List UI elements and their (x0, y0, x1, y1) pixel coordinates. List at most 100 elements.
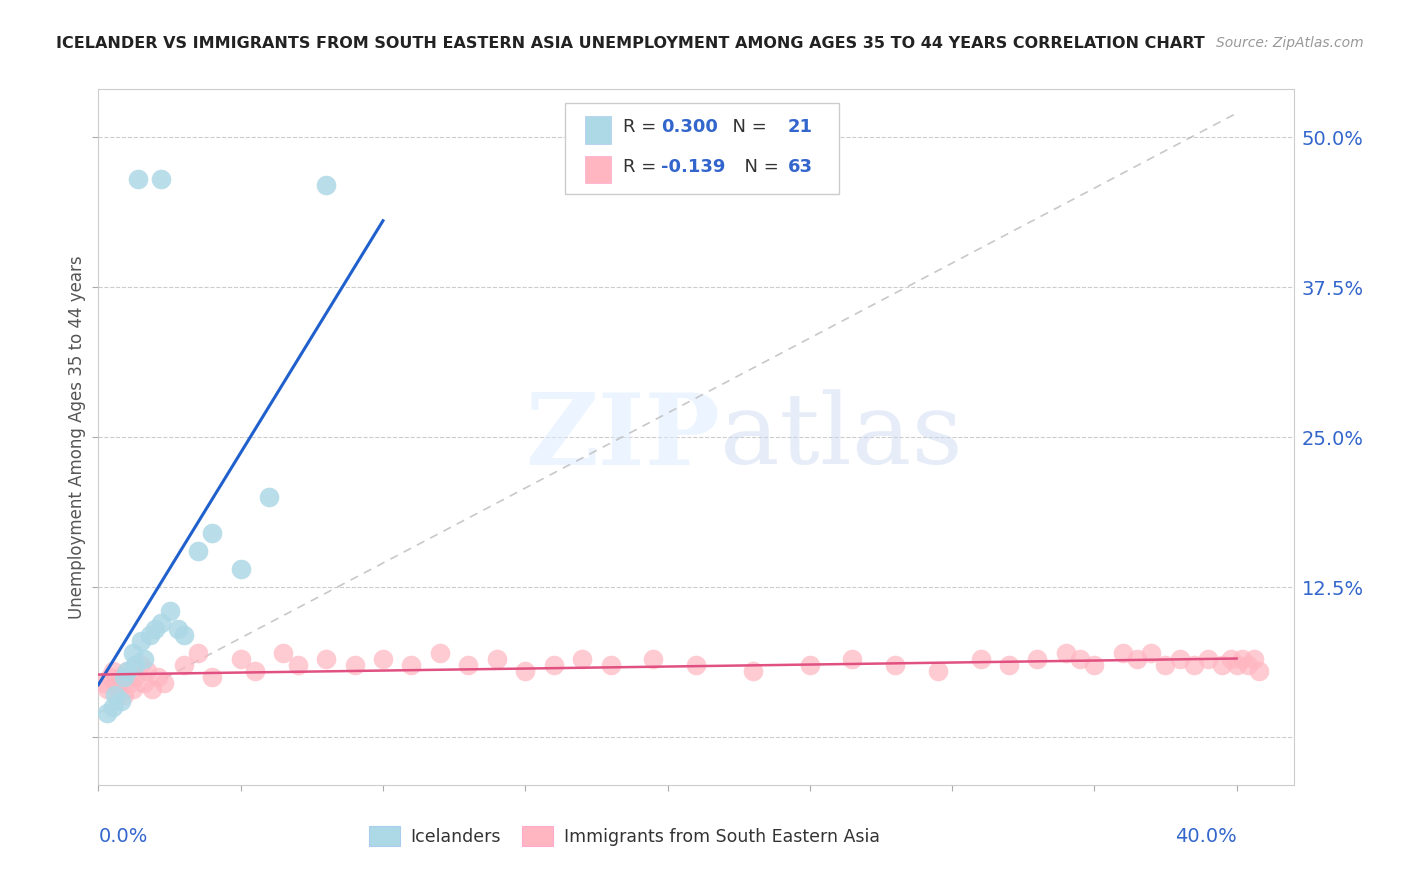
Point (187, 544, 209, 558)
Text: R =: R = (623, 119, 662, 136)
Point (135, 664, 157, 678)
Point (643, 652, 665, 666)
Point (884, 658, 907, 673)
Point (115, 664, 138, 678)
Point (98, 670, 121, 684)
Text: 21: 21 (787, 119, 813, 136)
Text: N =: N = (721, 119, 772, 136)
Bar (585, 116, 612, 145)
Point (201, 526, 224, 541)
Point (93, 676, 115, 690)
Text: Source: ZipAtlas.com: Source: ZipAtlas.com (1216, 36, 1364, 50)
Point (1069, 652, 1091, 666)
Point (741, 664, 763, 678)
Point (201, 670, 224, 684)
Point (101, 664, 124, 678)
Point (1168, 652, 1191, 666)
Point (1054, 646, 1077, 660)
Point (141, 681, 163, 696)
Point (1182, 658, 1205, 673)
Point (138, 628, 160, 642)
Y-axis label: Unemployment Among Ages 35 to 44 years: Unemployment Among Ages 35 to 44 years (67, 255, 86, 619)
Point (969, 652, 991, 666)
Point (159, 604, 181, 618)
Point (287, 658, 309, 673)
Point (1126, 652, 1149, 666)
Point (485, 652, 508, 666)
Point (257, 490, 280, 504)
Point (143, 622, 166, 636)
Point (112, 670, 135, 684)
Point (401, 658, 423, 673)
Point (104, 688, 127, 702)
Point (1249, 664, 1271, 678)
Point (112, 688, 135, 702)
Point (104, 676, 127, 690)
Point (1197, 652, 1219, 666)
Point (129, 658, 152, 673)
Point (515, 664, 537, 678)
Legend: Icelanders, Immigrants from South Eastern Asia: Icelanders, Immigrants from South Easter… (361, 819, 887, 853)
Point (101, 700, 124, 714)
Point (107, 681, 129, 696)
Text: 0.0%: 0.0% (98, 827, 148, 846)
Point (96, 681, 118, 696)
Point (1112, 646, 1135, 660)
Point (685, 658, 707, 673)
Point (229, 562, 252, 576)
Point (841, 652, 863, 666)
Point (148, 670, 170, 684)
Point (1154, 658, 1177, 673)
Point (127, 172, 149, 186)
Point (121, 681, 143, 696)
Point (150, 615, 173, 630)
Point (599, 658, 621, 673)
Point (173, 658, 195, 673)
Point (129, 634, 152, 648)
Point (243, 664, 266, 678)
Text: atlas: atlas (720, 389, 963, 485)
Point (1211, 658, 1233, 673)
Point (1226, 658, 1249, 673)
Bar (585, 155, 612, 184)
Point (1232, 652, 1254, 666)
Point (96, 706, 118, 720)
Text: ZIP: ZIP (524, 389, 720, 485)
Point (229, 652, 252, 666)
Point (273, 646, 295, 660)
Point (343, 658, 366, 673)
Point (115, 664, 138, 678)
Point (167, 622, 190, 636)
Point (110, 670, 132, 684)
Point (571, 652, 593, 666)
Point (315, 652, 337, 666)
Point (187, 646, 209, 660)
Point (124, 670, 146, 684)
Point (543, 658, 565, 673)
Text: R =: R = (623, 158, 662, 176)
FancyBboxPatch shape (565, 103, 839, 194)
Point (998, 658, 1021, 673)
Point (1140, 646, 1163, 660)
Point (371, 652, 394, 666)
Text: ICELANDER VS IMMIGRANTS FROM SOUTH EASTERN ASIA UNEMPLOYMENT AMONG AGES 35 TO 44: ICELANDER VS IMMIGRANTS FROM SOUTH EASTE… (56, 36, 1205, 51)
Point (110, 694, 132, 708)
Point (132, 652, 155, 666)
Text: -0.139: -0.139 (661, 158, 725, 176)
Text: 40.0%: 40.0% (1175, 827, 1237, 846)
Point (150, 172, 173, 186)
Point (153, 676, 176, 690)
Text: N =: N = (733, 158, 785, 176)
Point (121, 646, 143, 660)
Point (799, 658, 821, 673)
Point (132, 676, 155, 690)
Text: 0.300: 0.300 (661, 119, 718, 136)
Point (457, 658, 479, 673)
Point (429, 646, 451, 660)
Text: 63: 63 (787, 158, 813, 176)
Point (124, 658, 146, 673)
Point (1219, 652, 1241, 666)
Point (118, 676, 141, 690)
Point (1083, 658, 1105, 673)
Point (315, 178, 337, 193)
